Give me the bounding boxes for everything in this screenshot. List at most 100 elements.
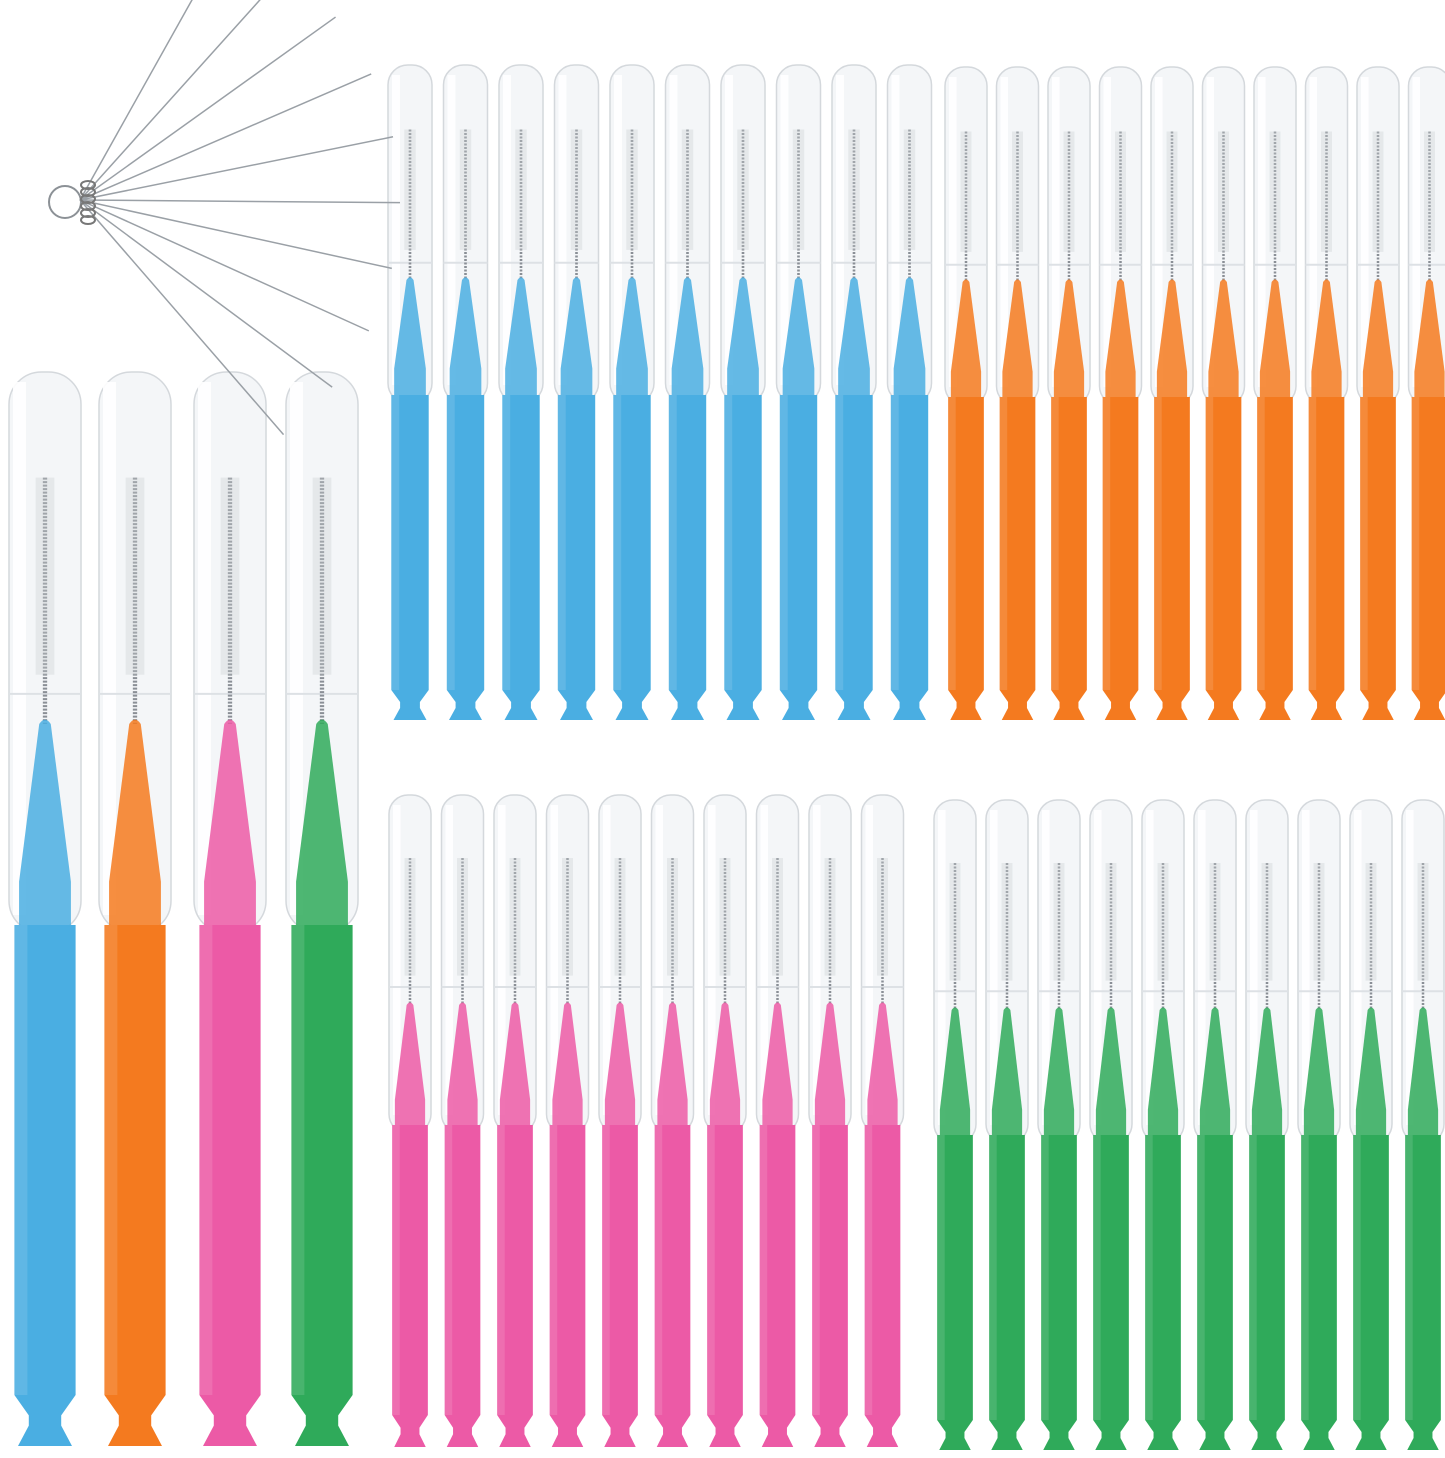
bristles [404,129,416,250]
handle-foot [557,690,596,720]
interdental-brush [285,371,359,1446]
handle-shade [1197,1135,1205,1420]
interdental-brush [1297,799,1341,1450]
interdental-brush [1401,799,1445,1450]
handle [1405,1135,1441,1420]
handle-foot [497,1415,533,1447]
brush-neck [991,1007,1023,1135]
bristles [792,129,805,250]
bristles [1321,131,1332,252]
cap-highlight [603,805,611,1115]
handle-foot [104,1395,166,1446]
cap-highlight [1052,77,1060,387]
brush-neck [1259,279,1291,397]
interdental-brush [860,794,905,1447]
cap-highlight [392,75,400,385]
handle-foot [654,1415,691,1447]
brush-neck [447,1002,478,1125]
handle [613,395,651,690]
handle-shade [497,1125,505,1415]
bristles [515,129,527,250]
bristles [824,858,836,976]
bristles [570,129,583,250]
bristles [1063,131,1075,252]
handle-foot [1257,690,1293,720]
handle [835,395,873,690]
bristles [509,858,521,976]
bristles [772,858,783,976]
interdental-brush [553,64,600,720]
brush-neck [1303,1007,1335,1135]
cap-highlight [1042,810,1050,1125]
handle [1353,1135,1389,1420]
handle [1051,397,1087,690]
needle [79,199,333,388]
handle [104,925,166,1395]
bristles [125,477,145,675]
bristles [404,858,416,976]
handle-shade [835,395,844,690]
handle-shade [199,925,213,1395]
interdental-brush [8,371,82,1446]
handle [668,395,707,690]
brush-neck [1095,1007,1127,1135]
handle-shade [707,1125,715,1415]
handle [779,395,818,690]
brush-neck [950,279,982,397]
interdental-brush [388,794,432,1447]
handle-shade [1308,397,1317,690]
handle-foot [549,1415,586,1447]
handle-shade [549,1125,558,1415]
handle-foot [948,690,984,720]
bristles [1218,131,1229,252]
interdental-brush [598,794,642,1447]
handle-shade [1041,1135,1049,1420]
handle [446,395,485,690]
brush-neck [657,1002,688,1125]
handle [1154,397,1190,690]
handle-shade [104,925,118,1395]
interdental-brush [831,64,877,720]
bristles [877,858,888,976]
interdental-brush [1141,799,1185,1450]
handle-shade [14,925,28,1395]
handle-shade [1154,397,1162,690]
bristles [1166,131,1178,252]
cap-highlight [558,75,567,385]
bristles [903,129,916,250]
brush-neck [616,277,648,395]
brush-neck [109,719,161,925]
handle-foot [392,1415,428,1447]
bristles [1157,863,1169,981]
bristles [1424,131,1435,252]
needle [79,199,285,436]
handle [497,1125,533,1415]
needle [79,199,370,332]
cap-highlight [1354,810,1362,1125]
handle-shade [1093,1135,1101,1420]
brush-neck [296,719,348,925]
cap-highlight [103,382,116,915]
cap-highlight [503,75,511,385]
handle-foot [613,690,651,720]
cap-highlight [445,805,454,1115]
cap-highlight [1406,810,1414,1125]
handle-shade [1411,397,1420,690]
needle [79,0,193,201]
brush-neck [671,277,704,395]
brush-neck [1147,1007,1179,1135]
cap-highlight [891,75,900,385]
handle [812,1125,848,1415]
cap-highlight [1258,77,1266,387]
handle-foot [502,690,540,720]
handle [557,395,596,690]
handle-foot [1360,690,1396,720]
handle [707,1125,743,1415]
bristles [626,129,638,250]
brush-neck [449,277,482,395]
bristles [737,129,749,250]
brush-neck [604,1002,636,1125]
handle [1360,397,1396,690]
bristles [1417,863,1429,981]
